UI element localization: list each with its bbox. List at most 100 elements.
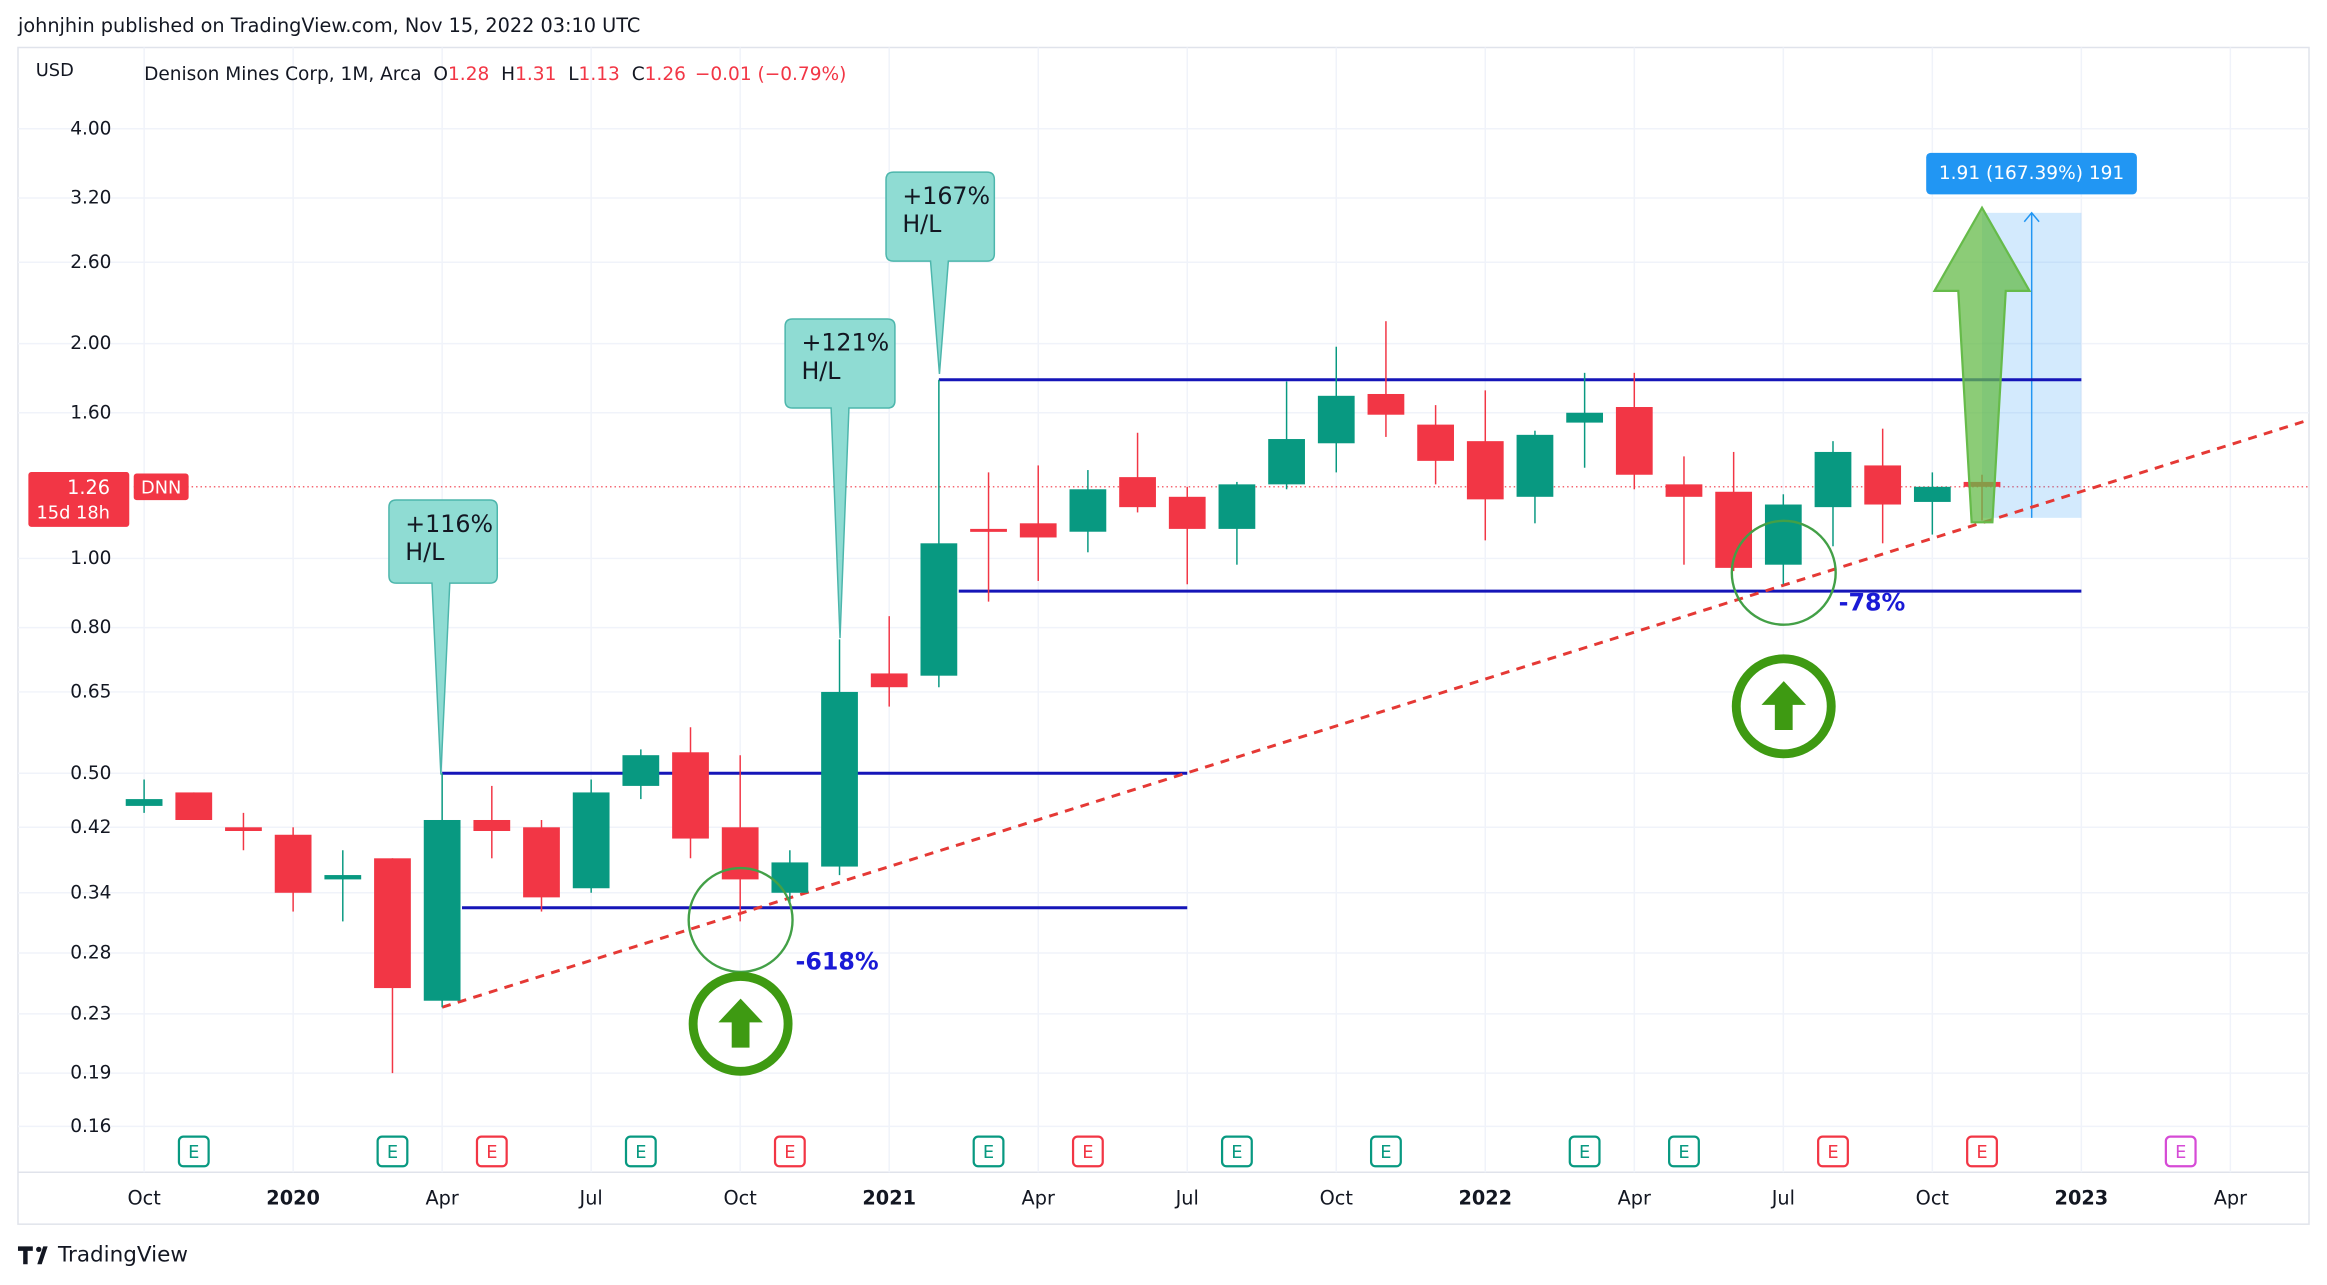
candle-body xyxy=(1864,465,1902,505)
candle-body xyxy=(1367,393,1405,415)
earnings-label: E xyxy=(1082,1142,1093,1163)
logo-dot xyxy=(36,1246,42,1253)
x-tick-label: Apr xyxy=(1022,1186,1055,1209)
candle-body xyxy=(1466,441,1504,500)
candle-body xyxy=(1665,484,1703,497)
candle-body xyxy=(1268,439,1305,485)
earnings-icon xyxy=(1220,1135,1253,1168)
y-tick-label: 0.19 xyxy=(70,1063,111,1084)
legend: Denison Mines Corp, 1M, Arca O1.28 H1.31 L1… xyxy=(144,64,846,85)
legend-h: 1.31 xyxy=(515,64,556,85)
footer: TradingView xyxy=(57,1242,188,1267)
x-tick-label: Jul xyxy=(579,1186,603,1209)
candle-body xyxy=(1913,486,1951,502)
y-tick-label: 0.65 xyxy=(70,681,111,702)
callout-text: +116% xyxy=(405,510,493,538)
measure-arrow-head xyxy=(2023,211,2040,223)
earnings-label: E xyxy=(1231,1142,1242,1163)
legend-c-label: C xyxy=(632,64,645,85)
earnings-icon xyxy=(376,1135,409,1168)
callout-box xyxy=(784,318,896,639)
earnings-label: E xyxy=(635,1142,646,1163)
y-tick-label: 0.34 xyxy=(70,882,111,903)
candle-body xyxy=(1764,504,1802,565)
candle-body xyxy=(870,673,908,688)
candle-body xyxy=(1566,412,1604,423)
callout-text: H/L xyxy=(801,357,841,385)
legend-h-label: H xyxy=(501,64,515,85)
earnings-icon xyxy=(475,1135,508,1168)
candle-body xyxy=(572,792,610,889)
x-tick-label: Jul xyxy=(1771,1186,1795,1209)
earnings-icon xyxy=(1369,1135,1402,1168)
earnings-label: E xyxy=(1380,1142,1391,1163)
legend-name: Denison Mines Corp, 1M, Arca xyxy=(144,64,421,85)
y-tick-label: 0.23 xyxy=(70,1003,111,1024)
x-tick-label: Jul xyxy=(1175,1186,1199,1209)
logo xyxy=(17,1246,48,1265)
x-tick-label: 2020 xyxy=(266,1186,320,1209)
candle-body xyxy=(1069,489,1107,532)
countdown-label: 15d 18h xyxy=(36,503,110,524)
x-tick-label: Oct xyxy=(1916,1186,1950,1209)
x-tick-label: Apr xyxy=(1618,1186,1651,1209)
candle-body xyxy=(324,875,362,880)
price-label: 1.26 xyxy=(67,476,110,499)
y-tick-label: 0.28 xyxy=(70,942,111,963)
candle-body xyxy=(821,691,858,867)
y-tick-label: 4.00 xyxy=(70,118,111,139)
chart-frame xyxy=(17,46,2310,1225)
candle-body xyxy=(423,819,461,1001)
y-tick-label: 0.42 xyxy=(70,817,111,838)
candle-body xyxy=(1417,424,1454,461)
candle-body xyxy=(672,752,709,839)
y-tick-label: 2.00 xyxy=(70,333,111,354)
legend-l: 1.13 xyxy=(579,64,620,85)
x-tick-label: Apr xyxy=(2214,1186,2247,1209)
callout-text: H/L xyxy=(405,538,445,566)
y-tick-label: 1.00 xyxy=(70,548,111,569)
callout-text: +167% xyxy=(902,182,990,210)
earnings-icon xyxy=(2164,1135,2197,1168)
earnings-icon xyxy=(1568,1135,1601,1168)
y-tick-label: 0.50 xyxy=(70,763,111,784)
candle-body xyxy=(622,755,660,786)
candle-body xyxy=(1168,496,1206,529)
candle-body xyxy=(771,862,809,893)
y-tick-label: 3.20 xyxy=(70,187,111,208)
currency: USD xyxy=(36,60,74,81)
footer-logo xyxy=(17,1246,48,1265)
candle-body xyxy=(920,543,958,676)
y-tick-label: 1.60 xyxy=(70,402,111,423)
earnings-icon xyxy=(1817,1135,1849,1168)
y-tick-label: 0.16 xyxy=(70,1116,111,1137)
candle-body xyxy=(970,528,1007,532)
candle-body xyxy=(1218,484,1256,529)
price-label-box xyxy=(28,471,130,527)
measure-label-box xyxy=(1926,152,2137,195)
x-tick-label: 2021 xyxy=(862,1186,916,1209)
y-tick-label: 0.80 xyxy=(70,617,111,638)
earnings-icon xyxy=(972,1135,1005,1168)
candle-body xyxy=(473,819,511,832)
header: johnjhin published on TradingView.com, N… xyxy=(17,14,640,37)
callout-box xyxy=(885,171,996,374)
candle-body xyxy=(274,834,312,893)
y-tick-label: 2.60 xyxy=(70,252,111,273)
legend-l-label: L xyxy=(568,64,579,85)
earnings-icon xyxy=(177,1135,210,1168)
x-tick-label: 2022 xyxy=(1458,1186,1512,1209)
fib-circle xyxy=(1730,519,1837,626)
x-tick-label: Oct xyxy=(127,1186,161,1209)
earnings-label: E xyxy=(1579,1142,1590,1163)
callout-text: +121% xyxy=(801,329,889,357)
earnings-label: E xyxy=(486,1142,497,1163)
x-tick-label: Oct xyxy=(724,1186,758,1209)
earnings-label: E xyxy=(1827,1142,1838,1163)
earnings-icon xyxy=(1668,1135,1700,1168)
earnings-icon xyxy=(1071,1135,1104,1168)
x-tick-label: 2023 xyxy=(2055,1186,2109,1209)
